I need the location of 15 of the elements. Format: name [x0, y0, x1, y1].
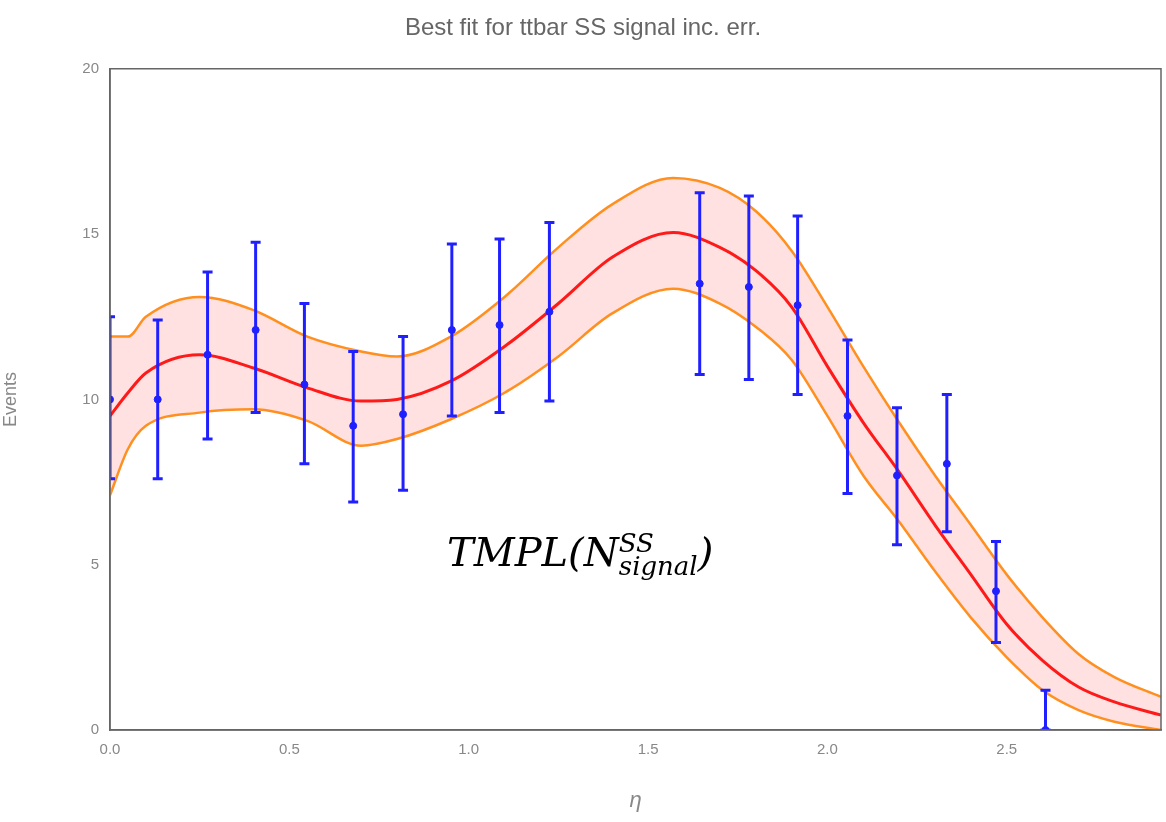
- y-tick-label: 10: [82, 389, 99, 407]
- y-tick-label: 5: [90, 554, 99, 572]
- x-tick-label: 1.5: [637, 740, 659, 758]
- x-tick-label: 1.0: [458, 740, 480, 758]
- y-tick-label: 20: [82, 58, 99, 76]
- y-tick-label: 15: [82, 224, 99, 242]
- x-tick-label: 0.5: [278, 740, 300, 758]
- chart-title: Best fit for ttbar SS signal inc. err.: [404, 13, 762, 41]
- x-tick-label: 2.5: [996, 740, 1018, 758]
- annotation: TMPL(N$^{SS}$$_{signal}$): [447, 528, 714, 582]
- x-tick-label: 0.0: [99, 740, 121, 758]
- y-axis-title: Events: [0, 371, 20, 427]
- y-tick-label: 0: [90, 720, 99, 738]
- x-axis-title: η: [629, 786, 642, 812]
- x-tick-label: 2.0: [816, 740, 838, 758]
